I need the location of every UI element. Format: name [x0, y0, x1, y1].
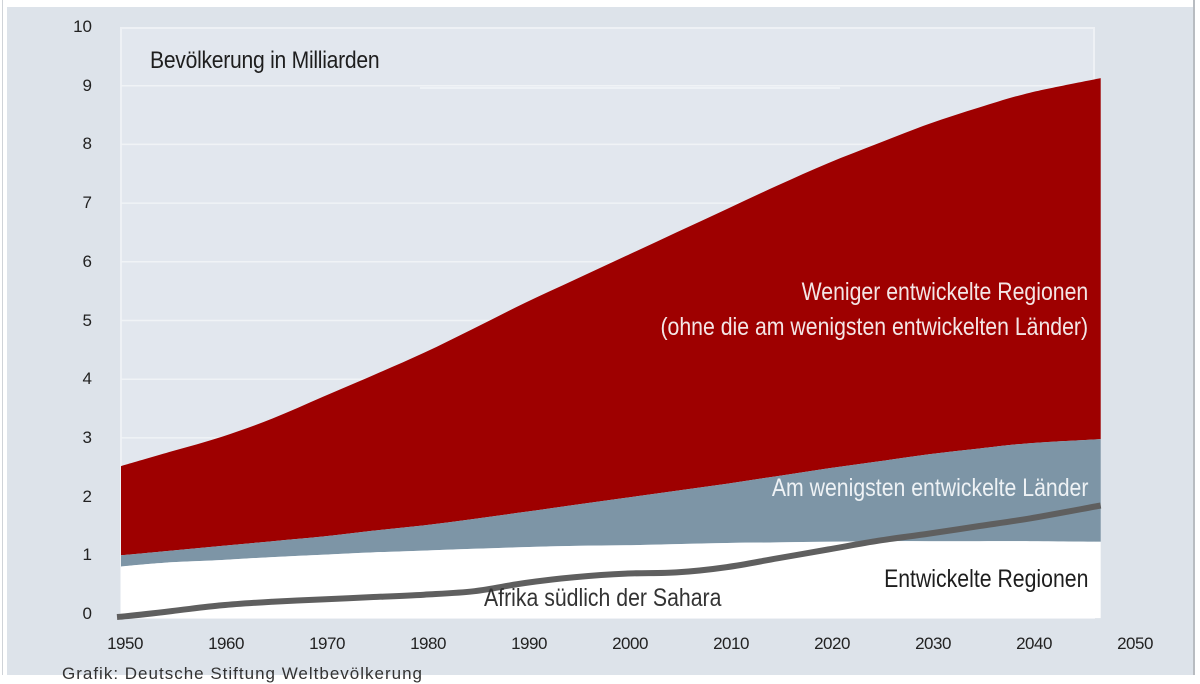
y-tick-label: 4: [82, 369, 92, 389]
label-least-developed: Am wenigsten entwickelte Länder: [771, 474, 1088, 502]
x-tick-label: 1990: [511, 634, 547, 653]
x-tick-label: 2050: [1117, 634, 1153, 653]
y-tick-label: 6: [82, 251, 92, 271]
label-less-developed-note: (ohne die am wenigsten entwickelten Länd…: [660, 313, 1088, 341]
y-tick-label: 10: [73, 17, 92, 36]
x-tick-label: 2030: [915, 634, 951, 653]
x-tick-label: 2010: [713, 634, 749, 653]
x-tick-label: 1970: [309, 634, 345, 653]
label-africa: Afrika südlich der Sahara: [484, 584, 722, 612]
y-tick-label: 7: [82, 193, 92, 213]
y-tick-label: 1: [82, 545, 92, 565]
area-least-developed: [121, 439, 1101, 567]
y-tick-label: 0: [82, 604, 92, 623]
label-less-developed: Weniger entwickelte Regionen: [801, 278, 1088, 306]
x-tick-label: 2020: [814, 634, 850, 653]
x-tick-label: 2040: [1016, 634, 1052, 653]
x-tick-label: 1950: [107, 634, 143, 653]
x-tick-label: 2000: [612, 634, 648, 653]
source-caption: Grafik: Deutsche Stiftung Weltbevölkerun…: [62, 664, 424, 683]
line-africa: [116, 502, 1102, 620]
y-tick-label: 5: [82, 310, 92, 330]
frame-border-left: [2, 0, 3, 675]
chart-title: Bevölkerung in Milliarden: [150, 47, 380, 74]
y-tick-label: 3: [82, 427, 92, 447]
area-less-developed: [121, 78, 1101, 556]
x-tick-label: 1960: [208, 634, 244, 653]
y-tick-label: 2: [82, 486, 92, 506]
label-developed: Entwickelte Regionen: [883, 565, 1088, 593]
y-tick-label: 9: [82, 75, 92, 95]
y-tick-label: 8: [82, 134, 92, 154]
frame-border-right: [1193, 0, 1195, 675]
x-tick-label: 1980: [410, 634, 446, 653]
